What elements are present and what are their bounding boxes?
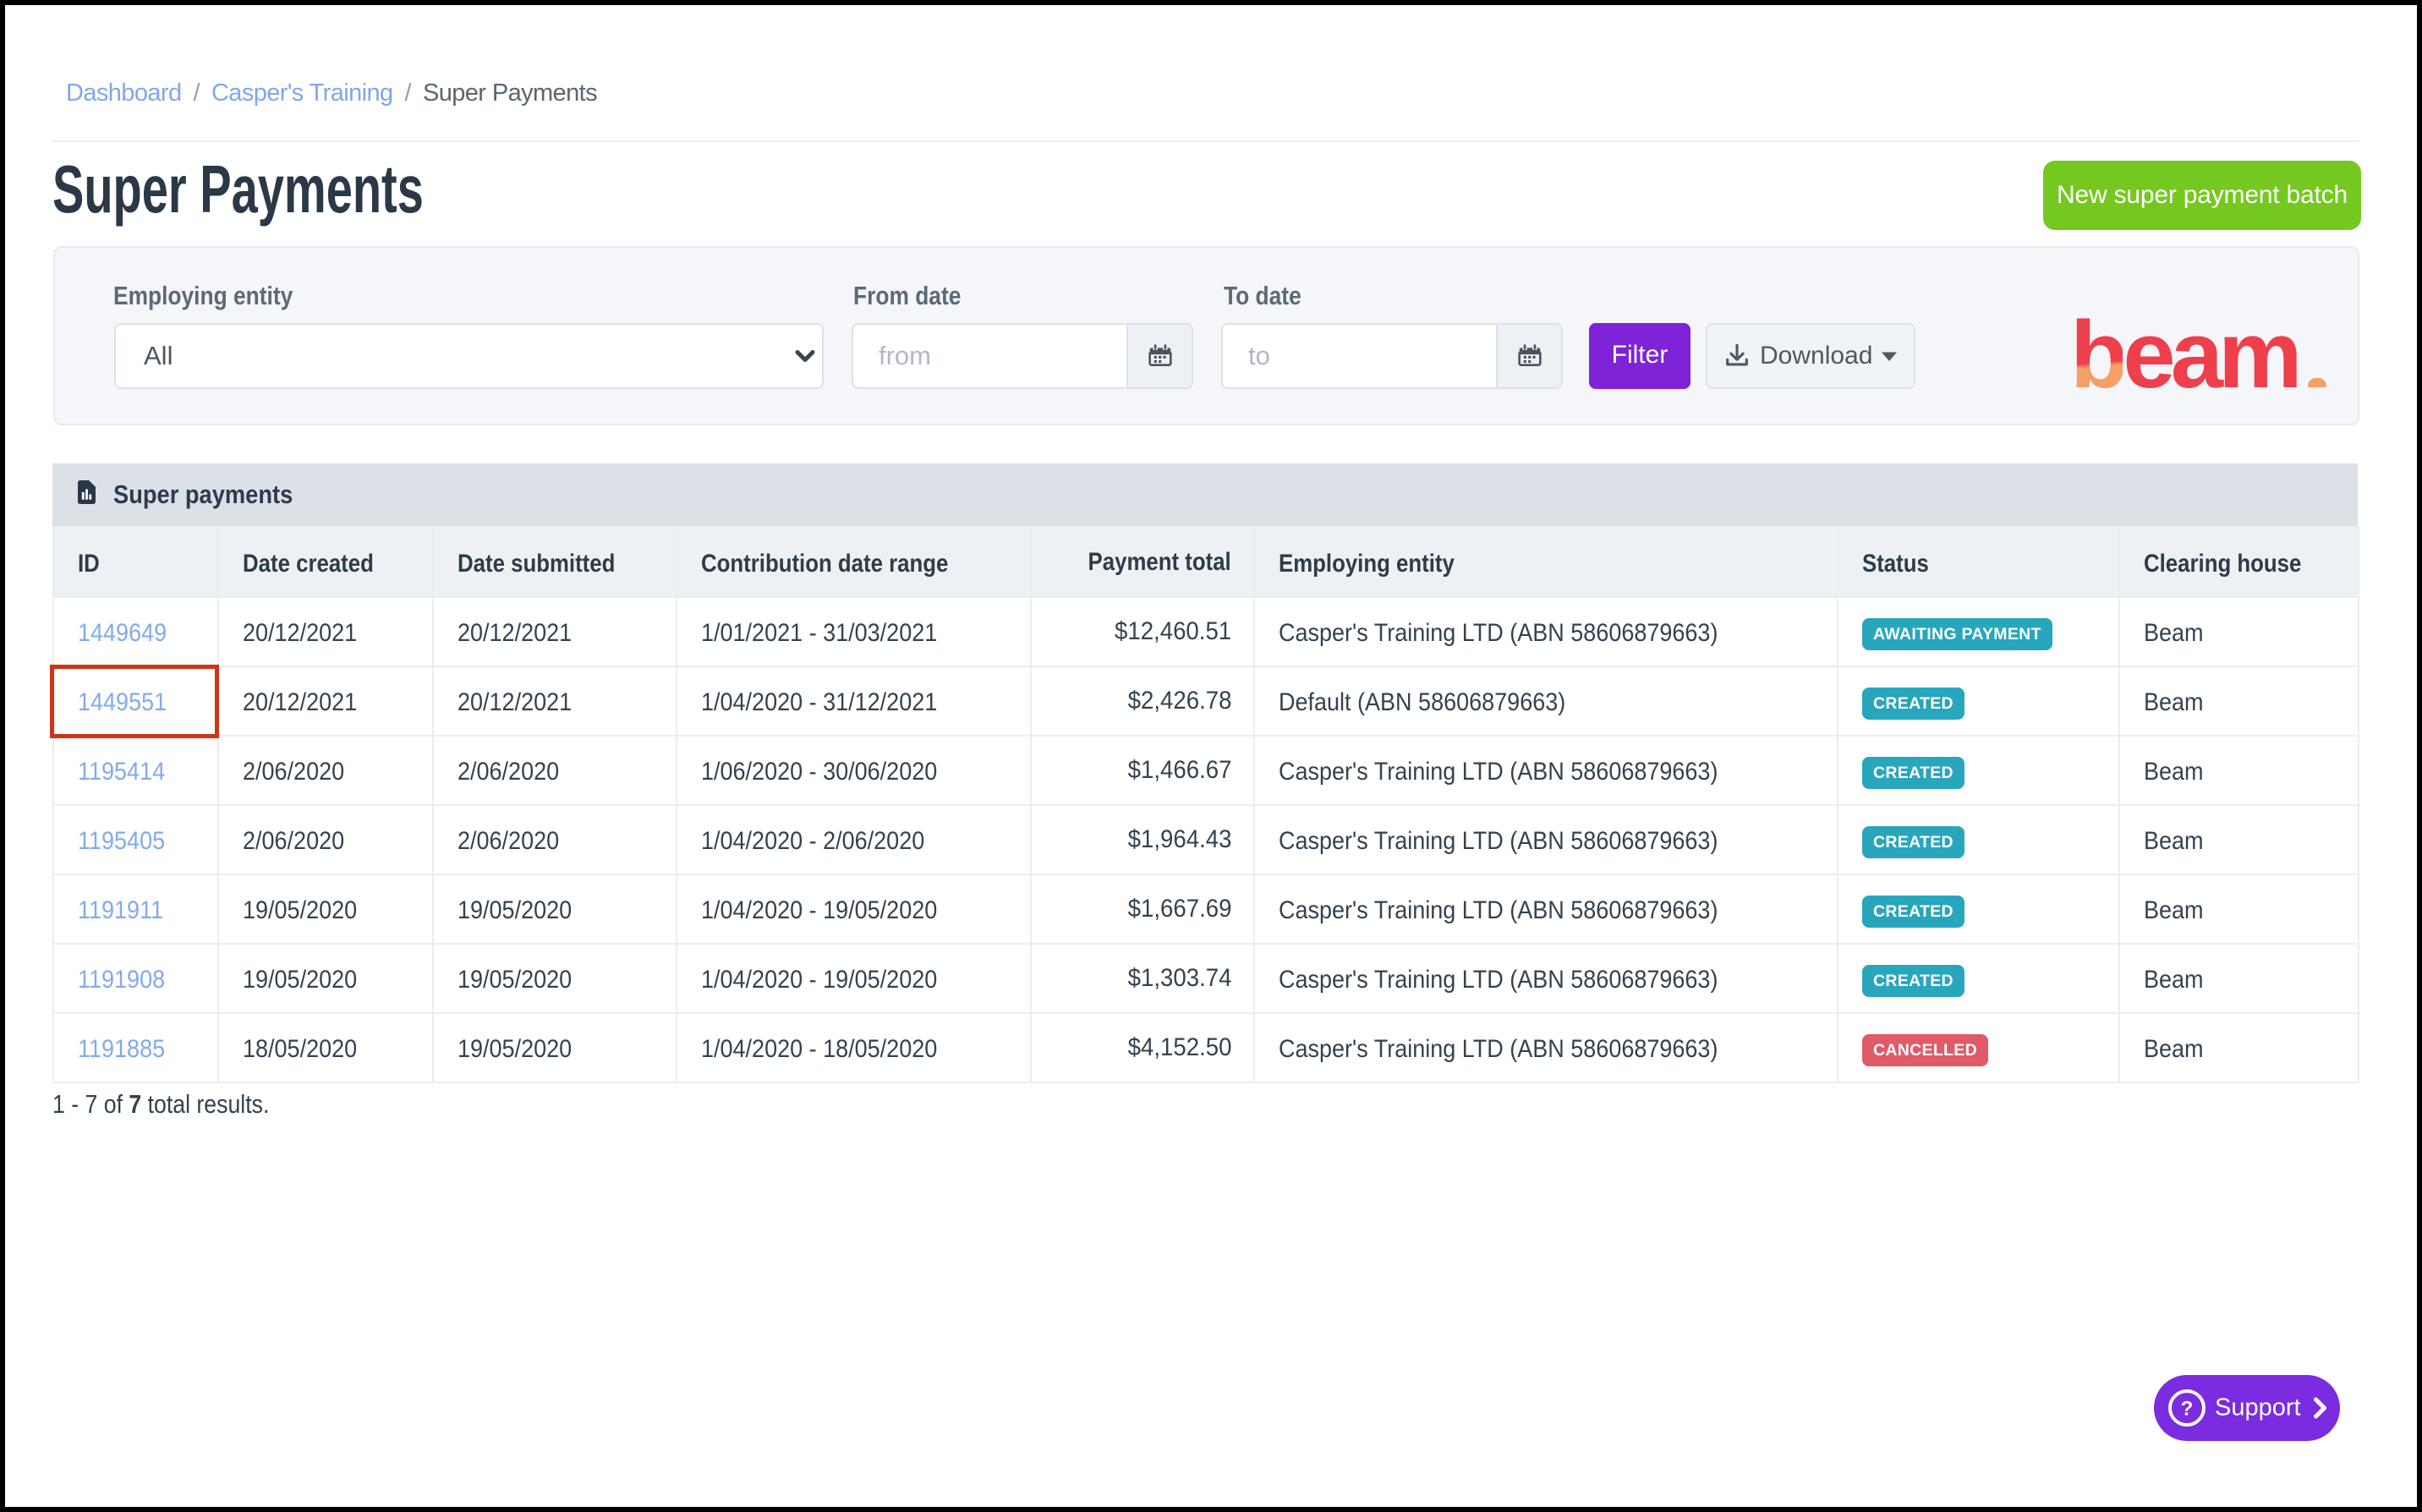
svg-text:?: ? xyxy=(2181,1398,2194,1421)
